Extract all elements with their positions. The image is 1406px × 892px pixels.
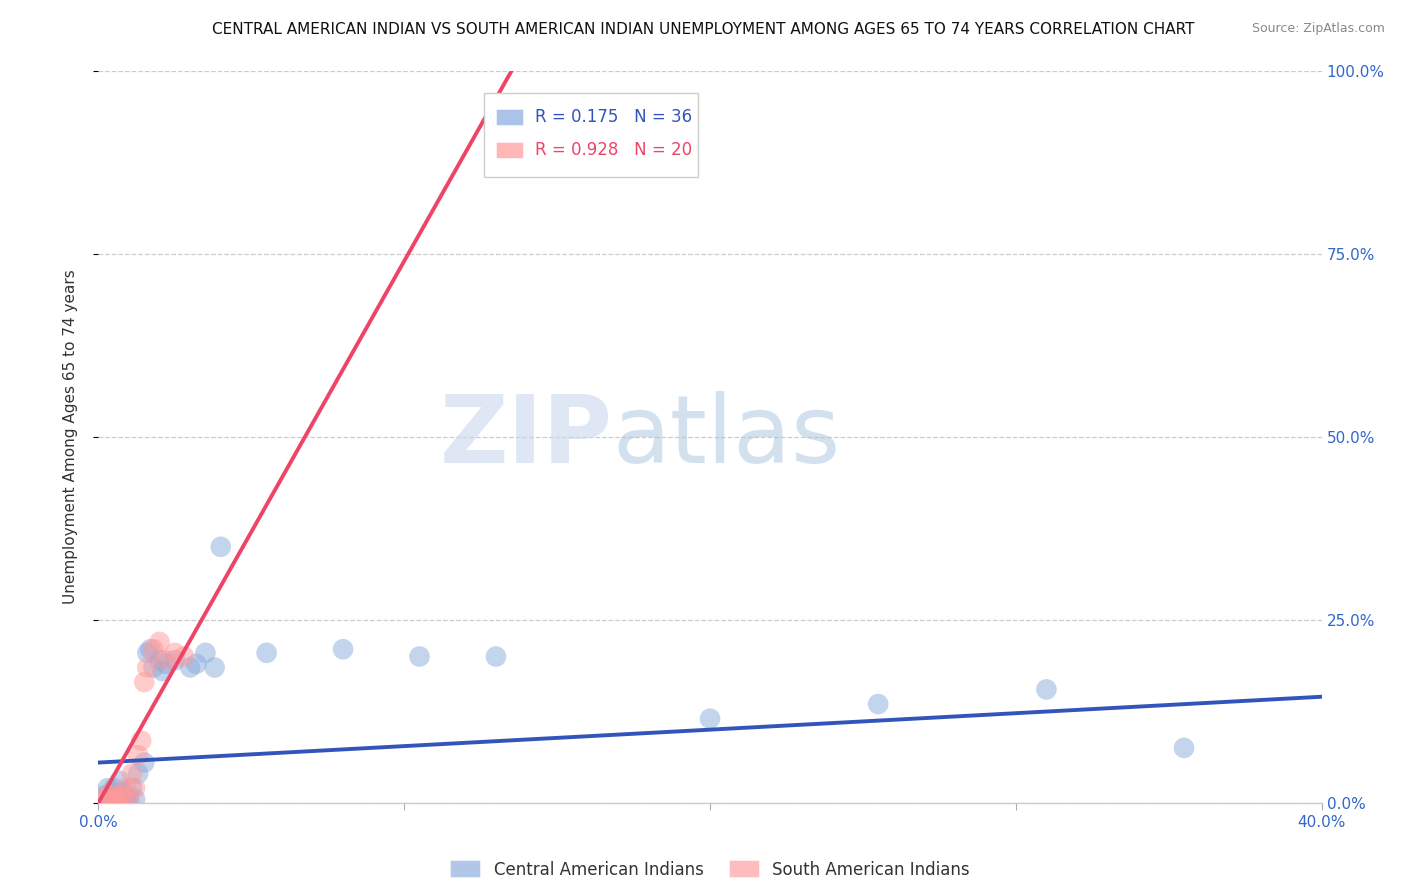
Point xyxy=(209,540,232,554)
Point xyxy=(134,756,156,770)
FancyBboxPatch shape xyxy=(484,94,697,178)
Point xyxy=(204,660,226,674)
Point xyxy=(163,646,186,660)
Point xyxy=(142,660,165,674)
Point xyxy=(155,657,177,671)
Point xyxy=(194,646,217,660)
Point xyxy=(111,792,134,806)
Text: R = 0.928   N = 20: R = 0.928 N = 20 xyxy=(536,141,692,159)
Point xyxy=(152,664,174,678)
Text: Source: ZipAtlas.com: Source: ZipAtlas.com xyxy=(1251,22,1385,36)
Point xyxy=(139,642,162,657)
Text: CENTRAL AMERICAN INDIAN VS SOUTH AMERICAN INDIAN UNEMPLOYMENT AMONG AGES 65 TO 7: CENTRAL AMERICAN INDIAN VS SOUTH AMERICA… xyxy=(212,22,1194,37)
FancyBboxPatch shape xyxy=(496,142,523,158)
Point xyxy=(256,646,278,660)
Text: ZIP: ZIP xyxy=(439,391,612,483)
Point xyxy=(93,789,115,803)
Point xyxy=(408,649,430,664)
Point xyxy=(136,660,159,674)
Point xyxy=(163,653,186,667)
Point xyxy=(1035,682,1057,697)
Point xyxy=(129,733,152,747)
Point xyxy=(103,781,125,796)
Point xyxy=(868,697,890,711)
Point xyxy=(100,792,122,806)
Point xyxy=(155,653,177,667)
Point xyxy=(134,675,156,690)
Point xyxy=(115,792,138,806)
Point xyxy=(105,792,128,806)
Point xyxy=(149,635,172,649)
Point xyxy=(127,748,149,763)
Point xyxy=(186,657,208,671)
Point xyxy=(699,712,721,726)
Point xyxy=(111,792,134,806)
Point xyxy=(124,792,146,806)
Point xyxy=(108,789,131,803)
Point xyxy=(105,789,128,803)
Point xyxy=(111,785,134,799)
Point xyxy=(115,781,138,796)
Text: R = 0.175   N = 36: R = 0.175 N = 36 xyxy=(536,108,692,126)
Point xyxy=(108,773,131,788)
Point xyxy=(179,660,201,674)
FancyBboxPatch shape xyxy=(496,109,523,125)
Point xyxy=(103,789,125,803)
Point xyxy=(118,792,141,806)
Point xyxy=(93,792,115,806)
Point xyxy=(97,789,120,803)
Point xyxy=(97,781,120,796)
Point xyxy=(118,792,141,806)
Point xyxy=(127,766,149,780)
Y-axis label: Unemployment Among Ages 65 to 74 years: Unemployment Among Ages 65 to 74 years xyxy=(63,269,77,605)
Point xyxy=(485,649,508,664)
Legend: Central American Indians, South American Indians: Central American Indians, South American… xyxy=(450,861,970,879)
Point xyxy=(142,642,165,657)
Point xyxy=(124,781,146,796)
Point xyxy=(1173,740,1195,755)
Point xyxy=(121,766,143,780)
Point xyxy=(149,653,172,667)
Point xyxy=(332,642,354,657)
Text: atlas: atlas xyxy=(612,391,841,483)
Point xyxy=(121,781,143,796)
Point xyxy=(103,789,125,803)
Point xyxy=(136,646,159,660)
Point xyxy=(173,649,195,664)
Point xyxy=(108,792,131,806)
Point xyxy=(100,792,122,806)
